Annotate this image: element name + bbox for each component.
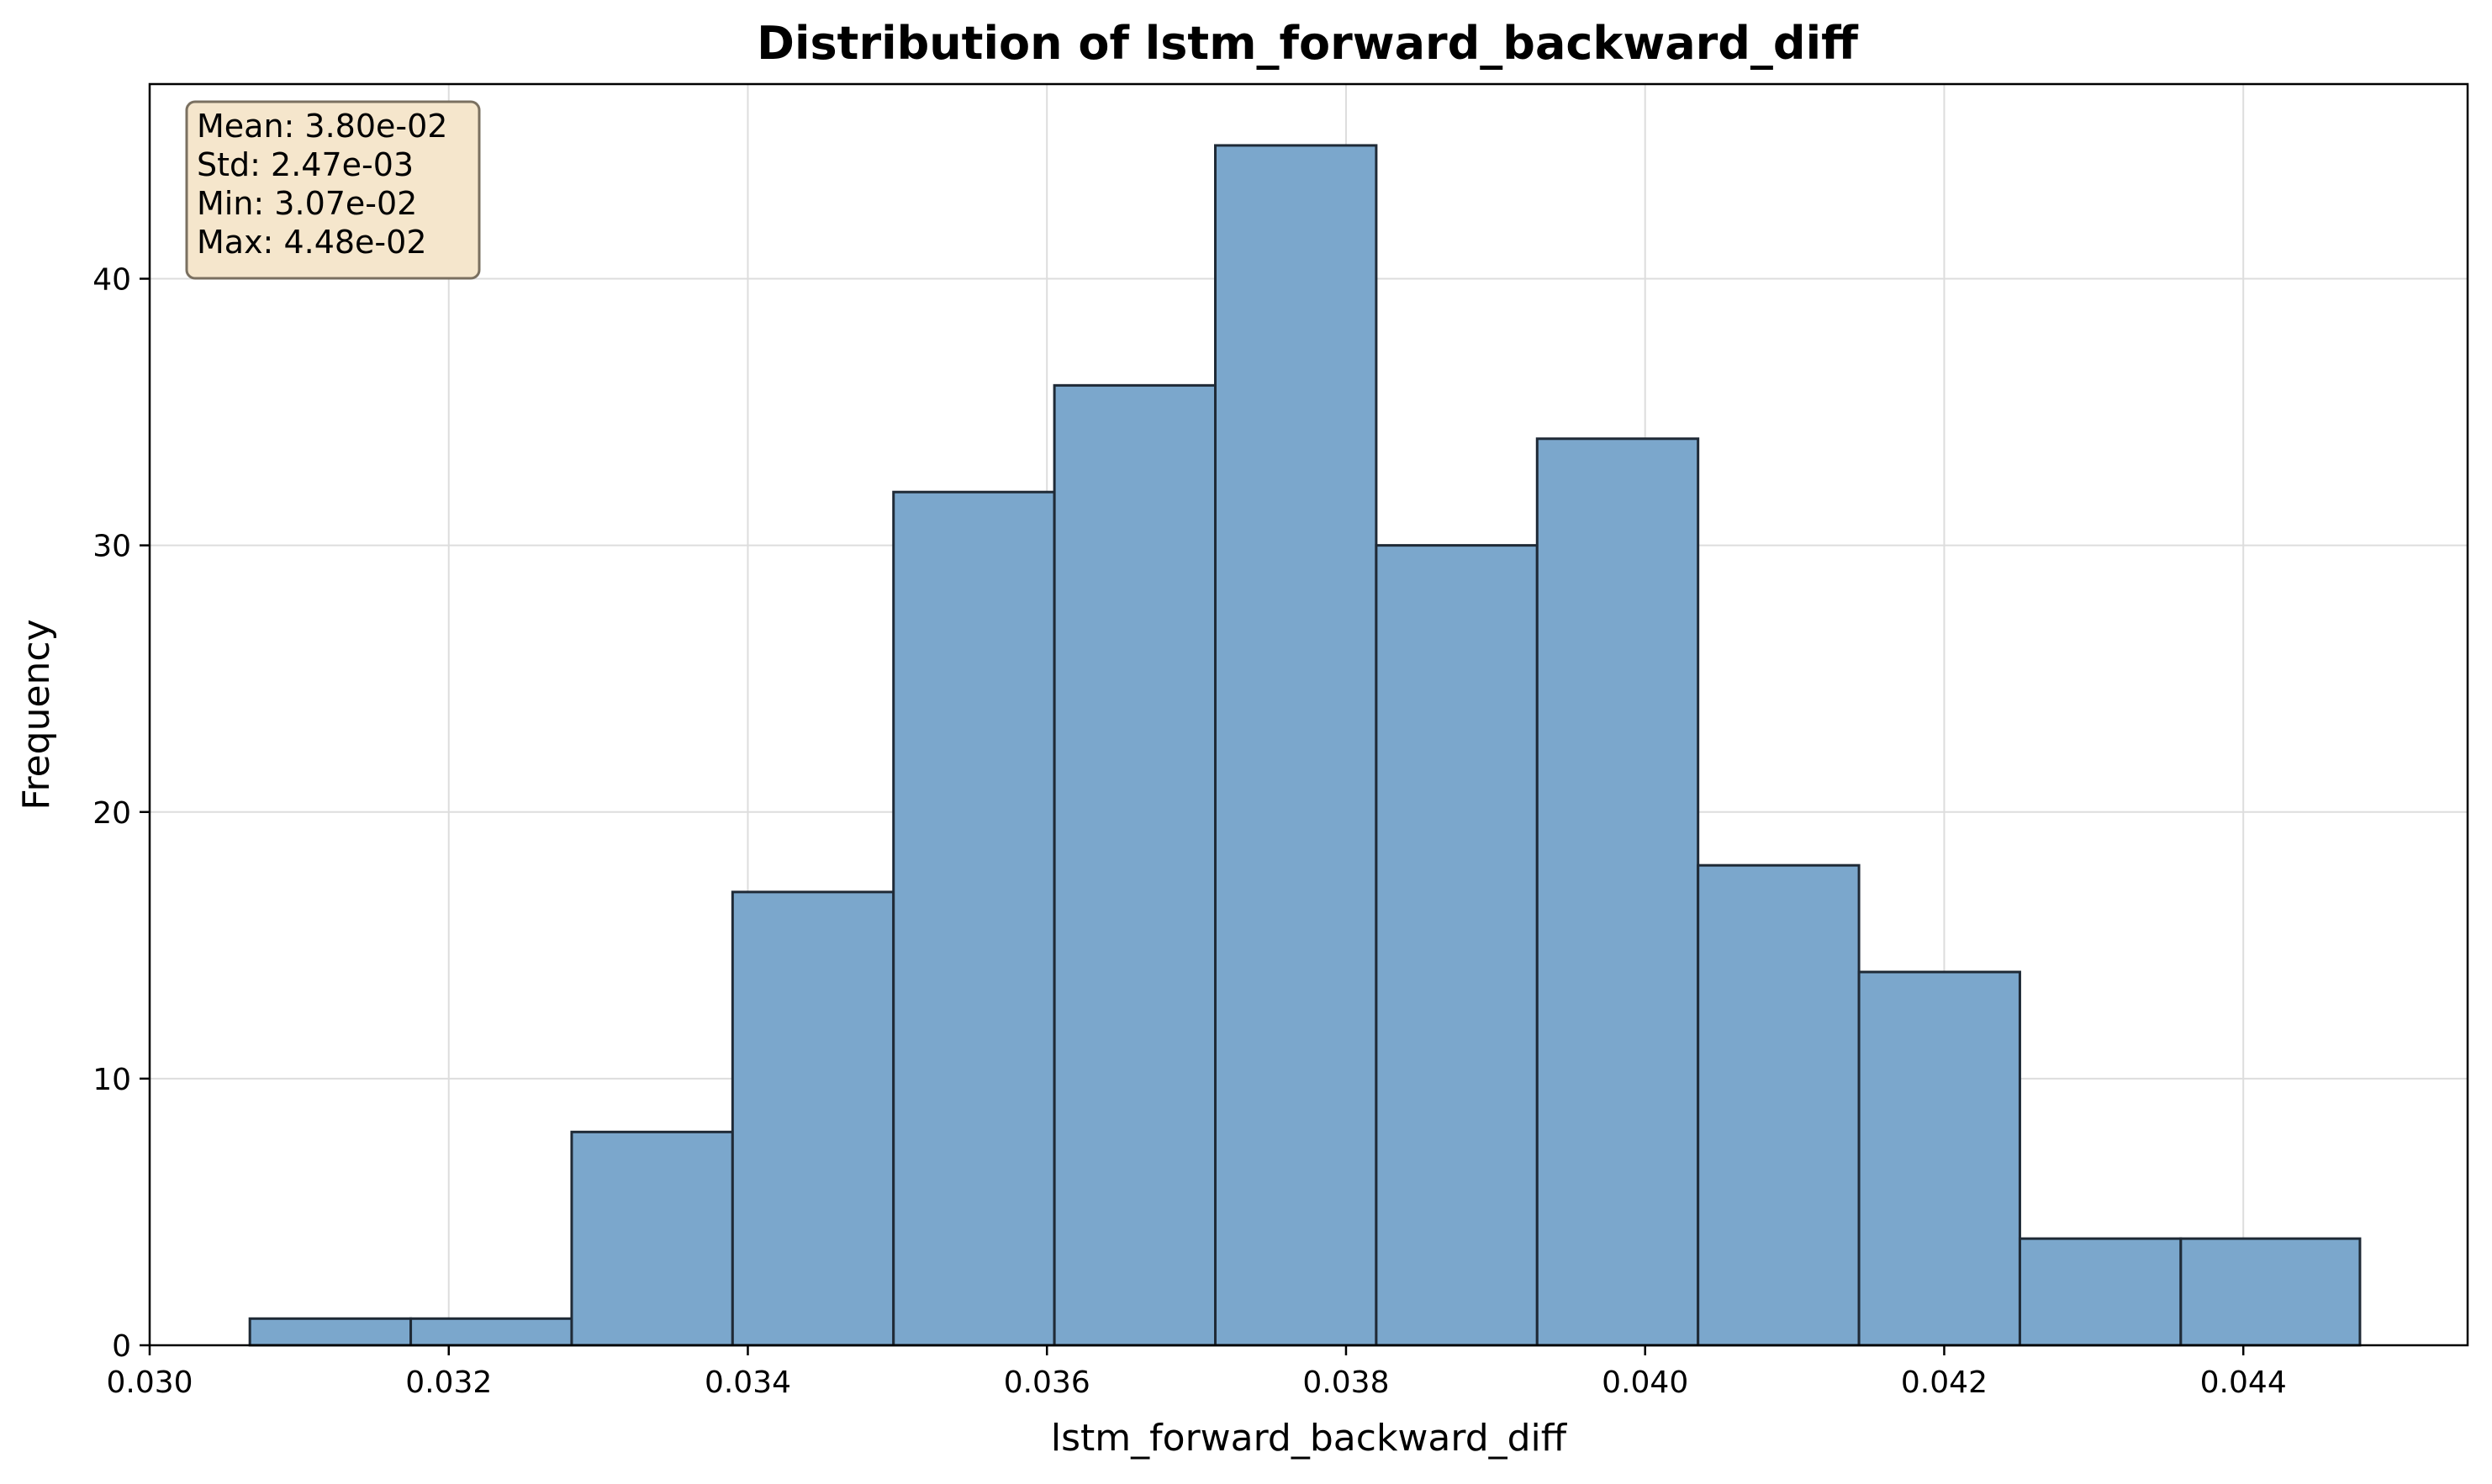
x-tick-label: 0.034 xyxy=(705,1365,791,1400)
y-axis-ticks: 0 10 20 30 40 xyxy=(92,263,150,1364)
histogram-bar xyxy=(570,1130,734,1347)
x-axis-ticks: 0.030 0.032 0.034 0.036 0.038 0.040 0.042 0.044 xyxy=(106,1345,2287,1400)
stats-mean: Mean: 3.80e-02 xyxy=(197,108,447,145)
histogram-bar xyxy=(1214,144,1378,1347)
stats-box: Mean: 3.80e-02 Std: 2.47e-03 Min: 3.07e-… xyxy=(185,100,481,280)
x-tick-label: 0.040 xyxy=(1602,1365,1688,1400)
stats-min: Min: 3.07e-02 xyxy=(197,185,417,222)
histogram-bar xyxy=(1857,970,2021,1347)
x-tick-label: 0.044 xyxy=(2200,1365,2287,1400)
x-tick-label: 0.042 xyxy=(1901,1365,1988,1400)
x-axis-label: lstm_forward_backward_diff xyxy=(1051,1417,1568,1460)
y-tick-label: 20 xyxy=(92,796,131,831)
histogram-bars xyxy=(248,144,2362,1347)
histogram-bar xyxy=(2018,1237,2183,1347)
histogram-bar xyxy=(731,890,895,1347)
histogram-bar xyxy=(1535,437,1700,1347)
x-tick-label: 0.030 xyxy=(106,1365,193,1400)
histogram-bar xyxy=(2179,1237,2362,1347)
stats-box-background xyxy=(185,100,481,280)
y-axis-label: Frequency xyxy=(15,619,58,810)
x-tick-label: 0.032 xyxy=(405,1365,492,1400)
histogram-bar xyxy=(1053,383,1217,1347)
y-tick-label: 40 xyxy=(92,263,131,298)
plot-area-frame xyxy=(148,82,2469,1347)
histogram-bar xyxy=(248,1317,413,1347)
histogram-bar xyxy=(1375,544,1539,1347)
histogram-bar xyxy=(892,490,1056,1347)
y-tick-label: 10 xyxy=(92,1063,131,1097)
y-tick-label: 30 xyxy=(92,530,131,564)
histogram-bar xyxy=(1697,863,1861,1347)
y-tick-label: 0 xyxy=(112,1329,131,1364)
x-tick-label: 0.038 xyxy=(1302,1365,1389,1400)
stats-max: Max: 4.48e-02 xyxy=(197,224,427,261)
chart-title: Distribution of lstm_forward_backward_di… xyxy=(757,17,1859,70)
stats-std: Std: 2.47e-03 xyxy=(197,146,414,183)
histogram-bar xyxy=(409,1317,573,1347)
x-tick-label: 0.036 xyxy=(1004,1365,1090,1400)
